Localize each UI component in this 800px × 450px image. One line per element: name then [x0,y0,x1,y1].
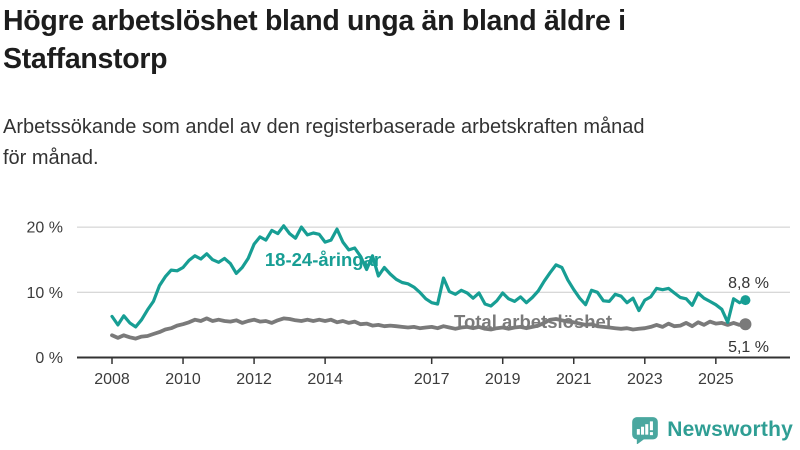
y-tick-label-20: 20 % [27,220,63,237]
youth-series-label: 18-24-åringar [265,249,381,270]
total-end-dot [739,318,752,331]
youth-end-value-label: 8,8 % [728,275,769,292]
series-lines: Total arbetslöshet 18-24-åringar [110,224,748,341]
y-tick-label-10: 10 % [27,285,63,302]
x-tick-label-2025: 2025 [698,371,734,388]
total-series-label: Total arbetslöshet [454,311,612,332]
newsworthy-speech-bubble-bar-chart-icon [632,417,659,444]
chart-subtitle: Arbetssökande som andel av den registerb… [3,112,645,174]
x-tick-label-2010: 2010 [165,371,201,388]
x-tick-label-2019: 2019 [485,371,521,388]
page-title: Högre arbetslöshet bland unga än bland ä… [3,2,797,78]
annotations: 8,8 % 5,1 % [728,275,769,356]
y-axis: 0 % 10 % 20 % [27,220,63,367]
newsworthy-logo: Newsworthy [631,416,793,444]
title-line-2: Staffanstorp [3,43,168,75]
x-tick-label-2017: 2017 [414,371,450,388]
x-tick-label-2012: 2012 [236,371,272,388]
chart-header: Högre arbetslöshet bland unga än bland ä… [3,2,797,169]
subtitle-line-1: Arbetssökande som andel av den registerb… [3,116,645,138]
brand-name: Newsworthy [667,418,793,441]
y-tick-label-0: 0 % [35,350,63,367]
title-line-1: Högre arbetslöshet bland unga än bland ä… [3,5,626,37]
x-tick-label-2021: 2021 [556,371,592,388]
gridlines [77,226,790,293]
x-tick-label-2014: 2014 [307,371,343,388]
youth-end-dot [740,295,751,306]
x-axis: 2008 2010 2012 2014 2017 2019 2021 2023 2025 [77,356,790,388]
subtitle-line-2: för månad. [3,147,99,169]
youth-unemployment-line [110,224,748,329]
total-unemployment-line [110,316,748,341]
total-end-value-label: 5,1 % [728,339,769,356]
x-tick-label-2008: 2008 [94,371,130,388]
x-tick-label-2023: 2023 [627,371,663,388]
